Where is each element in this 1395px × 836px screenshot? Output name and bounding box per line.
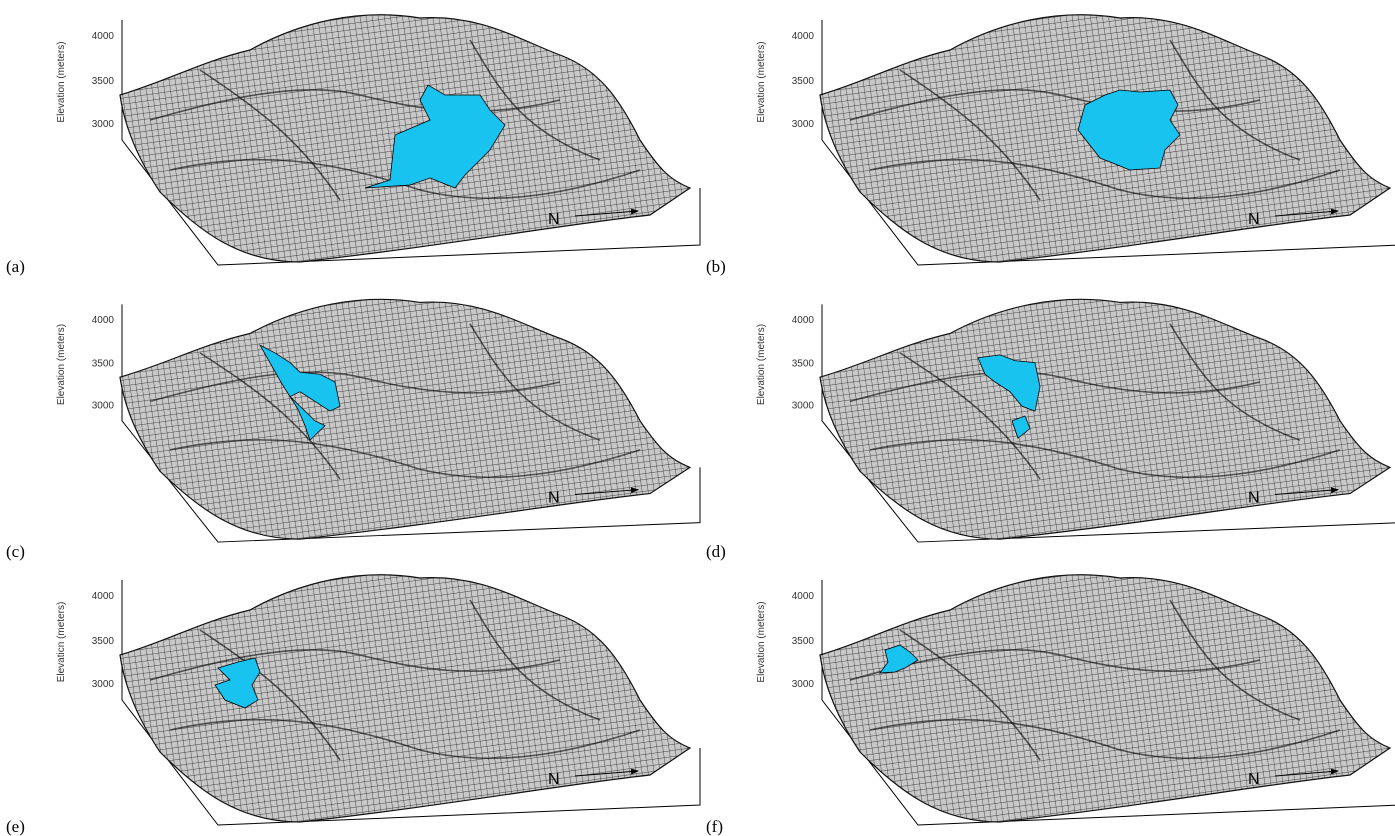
panel-label: (d) (706, 542, 726, 561)
north-label: N (548, 489, 560, 506)
tick-label: 3500 (792, 76, 815, 87)
terrain-surface (120, 575, 690, 822)
tick-label: 4000 (92, 31, 115, 42)
north-label: N (1248, 489, 1260, 506)
panel: Elevation (meters) 4000 3500 3000 N (d) (706, 299, 1395, 561)
panel: Elevation (meters) 4000 3500 3000 N (c) (6, 299, 700, 561)
tick-label: 4000 (792, 591, 815, 602)
panel: Elevation (meters) 4000 3500 3000 N (a) (6, 15, 700, 276)
tick-label: 3500 (792, 359, 815, 370)
tick-label: 3500 (92, 636, 115, 647)
north-label: N (1248, 211, 1260, 228)
tick-label: 3000 (92, 119, 115, 130)
north-label: N (548, 211, 560, 228)
north-label: N (1248, 771, 1260, 788)
panel-label: (e) (6, 817, 25, 836)
axis-title: Elevation (meters) (756, 41, 767, 122)
figure: Elevation (meters)400035003000N(a)Elevat… (0, 0, 1395, 836)
tick-label: 3000 (92, 679, 115, 690)
tick-label: 3000 (92, 400, 115, 411)
tick-label: 3500 (92, 359, 115, 370)
panel-label: (f) (706, 817, 723, 836)
axis-title: Elevation (meters) (56, 324, 67, 405)
terrain-plot (120, 299, 700, 542)
axis-title: Elevation (meters) (56, 41, 67, 122)
axis-title: Elevaticn (meters) (56, 602, 67, 683)
terrain-plot (120, 575, 700, 825)
panel: Elevaticn (meters) 4000 3500 3000 N (e) (6, 575, 700, 836)
axis-title: Elevation (meters) (756, 601, 767, 682)
tick-label: 3000 (792, 119, 815, 130)
panel: Elevation (meters) 4000 3500 3000 N (b) (706, 15, 1395, 276)
terrain-plot (120, 15, 700, 265)
tick-label: 3000 (792, 400, 815, 411)
tick-label: 3000 (792, 679, 815, 690)
panel-label: (a) (6, 257, 25, 276)
tick-label: 4000 (92, 315, 115, 326)
terrain-plot (820, 15, 1395, 265)
panel-label: (c) (6, 542, 25, 561)
tick-label: 3500 (792, 636, 815, 647)
terrain-plot (820, 575, 1395, 825)
terrain-plot (820, 299, 1395, 542)
terrain-surface (820, 299, 1390, 539)
tick-label: 4000 (92, 591, 115, 602)
tick-label: 4000 (792, 31, 815, 42)
panel: Elevation (meters) 4000 3500 3000 N (f) (706, 575, 1395, 836)
north-label: N (548, 771, 560, 788)
tick-label: 3500 (92, 76, 115, 87)
terrain-surface (820, 575, 1390, 822)
tick-label: 4000 (792, 315, 815, 326)
axis-title: Elevation (meters) (756, 324, 767, 405)
terrain-surface (120, 299, 690, 539)
panel-label: (b) (706, 257, 726, 276)
